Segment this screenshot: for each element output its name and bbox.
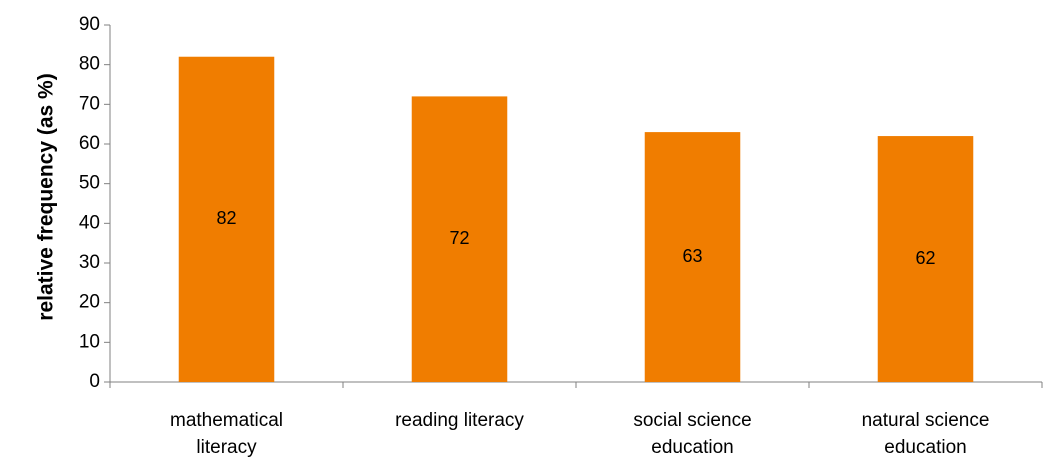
bar [178,56,275,382]
data-labels: 82 72 63 62 [216,208,935,268]
y-tick-label: 30 [79,252,100,273]
bars [178,56,974,383]
y-tick-label: 60 [79,133,100,154]
x-tick-label: education [651,437,733,458]
x-tick-label: education [884,437,966,458]
y-tick-label: 40 [79,212,100,233]
y-tick-label: 90 [79,14,100,35]
data-label: 72 [449,228,469,248]
x-tick-label: natural science [862,410,990,431]
y-tick-label: 10 [79,331,100,352]
x-tick-label: literacy [196,437,257,458]
data-label: 62 [915,248,935,268]
x-tick-label: mathematical [170,410,283,431]
x-axis [109,381,1043,388]
y-tick-label: 20 [79,292,100,313]
x-tick-label: social science [633,410,751,431]
y-tick-label: 80 [79,54,100,75]
y-tick-label: 0 [89,371,100,392]
bar [644,132,741,382]
bar [877,136,974,382]
data-label: 63 [682,246,702,266]
data-label: 82 [216,208,236,228]
y-tick-label: 50 [79,173,100,194]
category-labels: mathematical literacy reading literacy soci… [170,410,989,458]
bar [411,96,508,383]
y-axis-title: relative frequency (as %) [35,73,58,320]
y-axis: 0 10 20 30 40 50 60 70 80 90 [79,14,111,392]
y-tick-label: 70 [79,93,100,114]
x-tick-label: reading literacy [395,410,524,431]
